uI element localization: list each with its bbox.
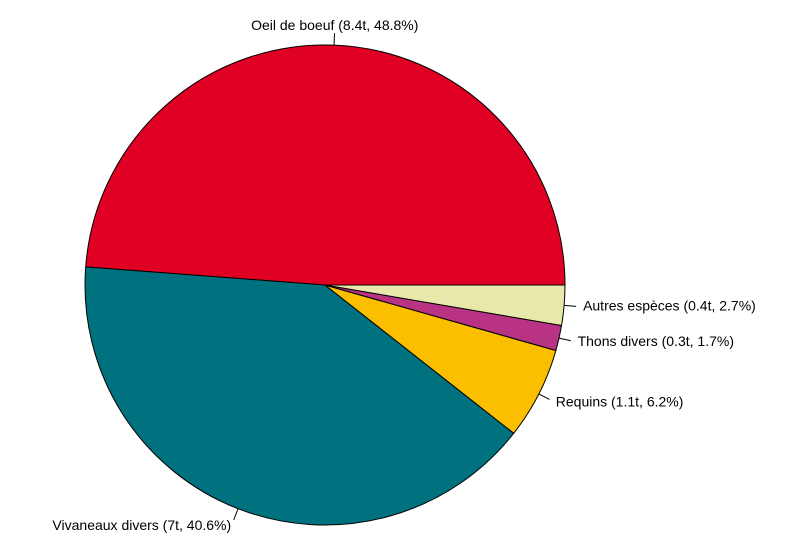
slice-label-vivaneaux-divers: Vivaneaux divers (7t, 40.6%) bbox=[52, 517, 231, 533]
pie-slice-oeil-de-boeuf bbox=[85, 44, 566, 286]
pie-slices bbox=[84, 44, 566, 526]
leader-line-vivaneaux-divers bbox=[233, 508, 239, 521]
pie-slice-autres-especes bbox=[324, 284, 566, 327]
slice-label-thons-divers: Thons divers (0.3t, 1.7%) bbox=[578, 333, 734, 349]
pie-labels: Oeil de boeuf (8.4t, 48.8%) Vivaneaux div… bbox=[52, 17, 755, 533]
pie-leader-lines bbox=[233, 33, 577, 521]
leader-line-requins bbox=[538, 393, 550, 400]
slice-label-autres-especes: Autres espèces (0.4t, 2.7%) bbox=[583, 298, 756, 314]
leader-line-thons-divers bbox=[558, 337, 571, 342]
leader-line-autres-especes bbox=[564, 304, 577, 307]
slice-label-requins: Requins (1.1t, 6.2%) bbox=[556, 393, 684, 409]
slice-label-oeil-de-boeuf: Oeil de boeuf (8.4t, 48.8%) bbox=[251, 17, 418, 33]
